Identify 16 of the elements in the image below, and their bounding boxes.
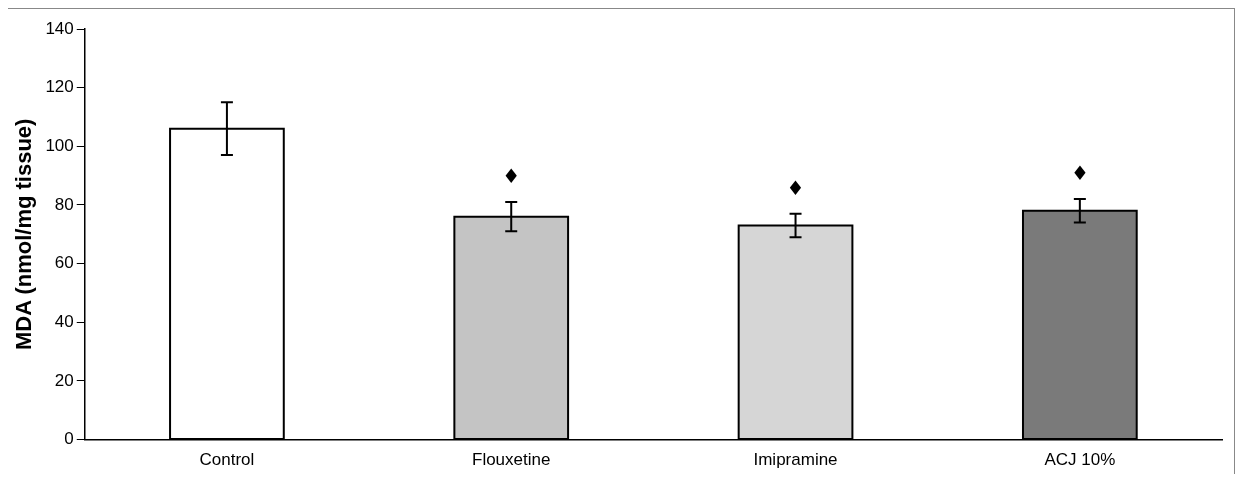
annotation: ♦ (502, 164, 521, 189)
y-tick-label: 100 (45, 136, 74, 155)
x-tick-label: Control (199, 450, 255, 470)
annotation: ♦ (1070, 161, 1089, 186)
y-tick-label: 120 (45, 77, 74, 97)
x-tick-label: ACJ 10% (1044, 450, 1116, 470)
x-tick-label: Imipramine (753, 450, 838, 470)
y-axis-title: MDA (nmol/mg tissue) (11, 118, 37, 351)
y-tick-label: 80 (54, 194, 74, 214)
y-tick-label: 40 (54, 311, 74, 331)
y-tick-label: 0 (64, 429, 74, 449)
y-tick-label: 60 (54, 253, 74, 273)
y-tick-label: 140 (45, 18, 74, 38)
x-tick-label: Flouxetine (472, 450, 551, 470)
y-tick-label: 20 (54, 370, 74, 390)
annotation: ♦ (786, 175, 805, 200)
